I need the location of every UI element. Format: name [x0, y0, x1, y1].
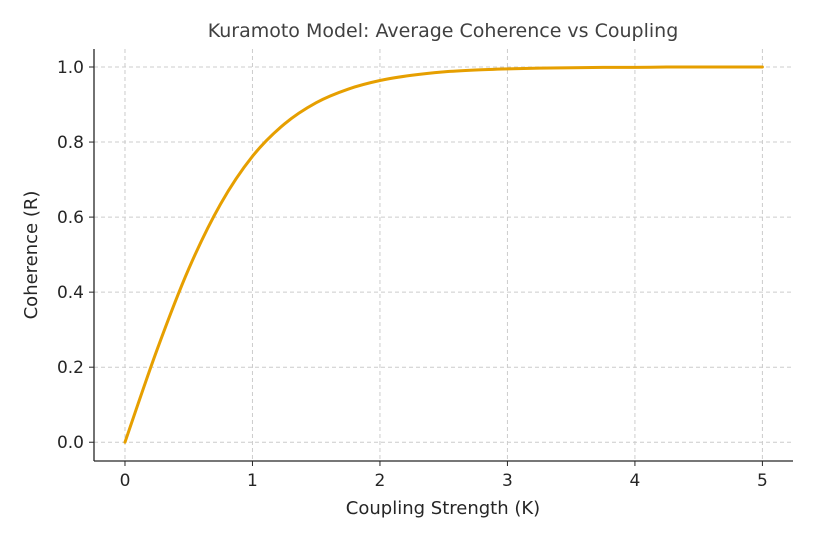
- x-tick-label: 0: [120, 471, 131, 491]
- grid: [94, 49, 793, 461]
- y-tick-label: 0.8: [57, 133, 84, 153]
- y-tick-label: 0.0: [57, 433, 84, 453]
- series-line-coherence: [123, 65, 764, 444]
- y-tick-label: 1.0: [57, 58, 84, 78]
- x-tick-label: 5: [757, 471, 768, 491]
- x-tick-label: 4: [630, 471, 641, 491]
- y-tick-label: 0.4: [57, 283, 84, 303]
- y-axis-label: Coherence (R): [21, 191, 42, 320]
- chart-title: Kuramoto Model: Average Coherence vs Cou…: [208, 20, 679, 42]
- y-tick-label: 0.6: [57, 208, 84, 228]
- x-tick-label: 2: [375, 471, 386, 491]
- x-tick-label: 3: [502, 471, 513, 491]
- ticks: 0 1 2 3 4 5 0.0 0.2 0.4 0.6 0.8 1.0: [57, 58, 768, 491]
- x-tick-label: 1: [247, 471, 258, 491]
- y-tick-label: 0.2: [57, 358, 84, 378]
- x-axis-label: Coupling Strength (K): [346, 498, 540, 519]
